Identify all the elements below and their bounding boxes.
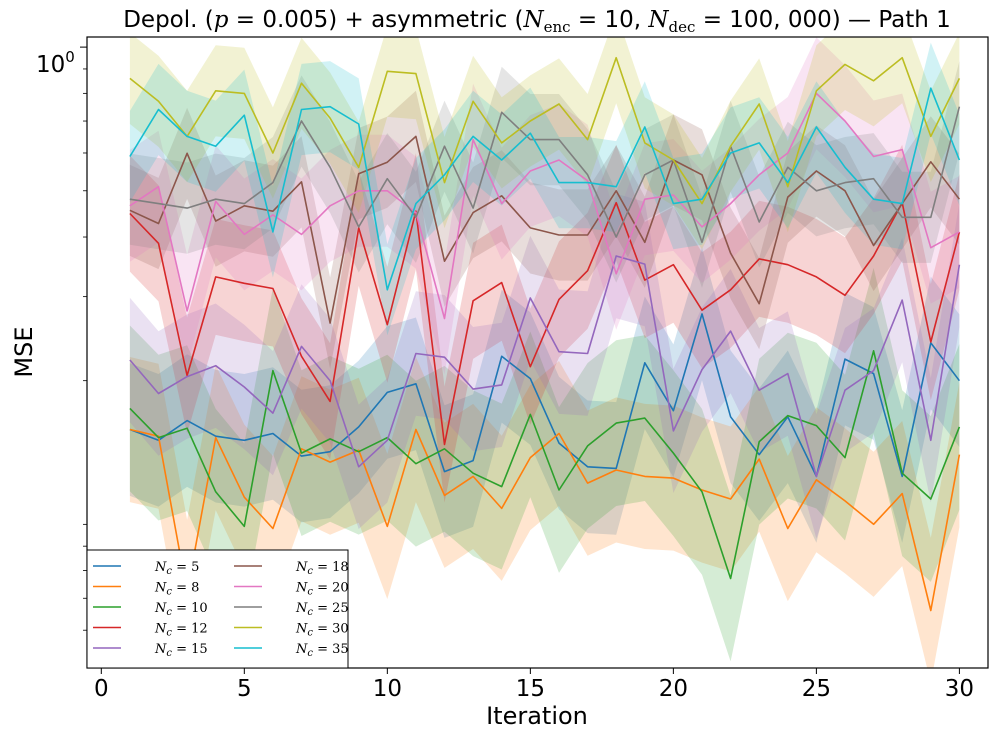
legend-label: Nc = 18 [295,560,349,577]
series-lines [129,56,961,612]
legend-label: Nc = 35 [295,642,349,659]
legend-label: Nc = 5 [154,560,199,577]
x-tick-label: 5 [237,676,252,702]
legend-label: Nc = 30 [295,622,349,639]
x-tick-label: 30 [945,676,974,702]
line-series-1 [129,313,961,478]
y-axis-ticks [80,46,87,631]
x-tick-label: 10 [373,676,402,702]
legend-label: Nc = 8 [154,581,199,598]
x-tick-label: 25 [802,676,831,702]
title-n-enc: N [523,7,545,33]
line-series-2 [129,428,961,612]
legend-label: Nc = 25 [295,601,349,618]
plot-frame [86,36,989,669]
band-series-8 [129,61,960,288]
x-tick-label: 15 [516,676,545,702]
line-series-4 [129,201,961,446]
legend-label: Nc = 12 [154,622,208,639]
legend: Nc = 5 Nc = 8 Nc = 10 Nc = 12 Nc = 15 Nc = 18… [86,549,349,669]
title-eq-dec: = 100, 000) — Path 1 [695,7,950,33]
title-prefix: Depol. ( [123,7,214,33]
band-series-7 [129,37,960,375]
y-tick-label-1: 100 [36,48,75,78]
chart-title: Depol. (p = 0.005) + asymmetric (Nenc = … [123,7,951,36]
line-series-3 [129,349,961,580]
band-series-9 [129,37,960,250]
title-eq-enc: = 10, [571,7,649,33]
x-tick-label: 0 [94,676,109,702]
line-series-9 [129,56,961,205]
title-p: p [214,7,229,33]
y-tick-base: 10 [36,52,65,78]
y-tick-exp: 0 [65,48,75,66]
y-axis-label: MSE [10,326,38,377]
band-series-5 [129,193,960,539]
title-dec: dec [669,18,696,36]
legend-box [86,549,349,669]
line-series-5 [129,255,961,478]
line-series-7 [129,92,960,320]
legend-label: Nc = 10 [154,601,208,618]
band-series-2 [129,357,960,668]
legend-label: Nc = 20 [295,581,349,598]
band-series-3 [129,267,960,662]
line-series-8 [129,106,961,244]
x-tick-label: 20 [659,676,688,702]
title-enc: enc [544,18,571,36]
x-axis-label: Iteration [486,702,588,730]
line-series-10 [129,87,961,291]
band-series-6 [129,90,960,369]
title-n-dec: N [647,7,669,33]
x-axis-ticks: 0 5 10 15 20 25 30 [94,668,974,702]
legend-label: Nc = 15 [154,642,208,659]
title-eq-p: = 0.005) + asymmetric ( [228,7,523,33]
